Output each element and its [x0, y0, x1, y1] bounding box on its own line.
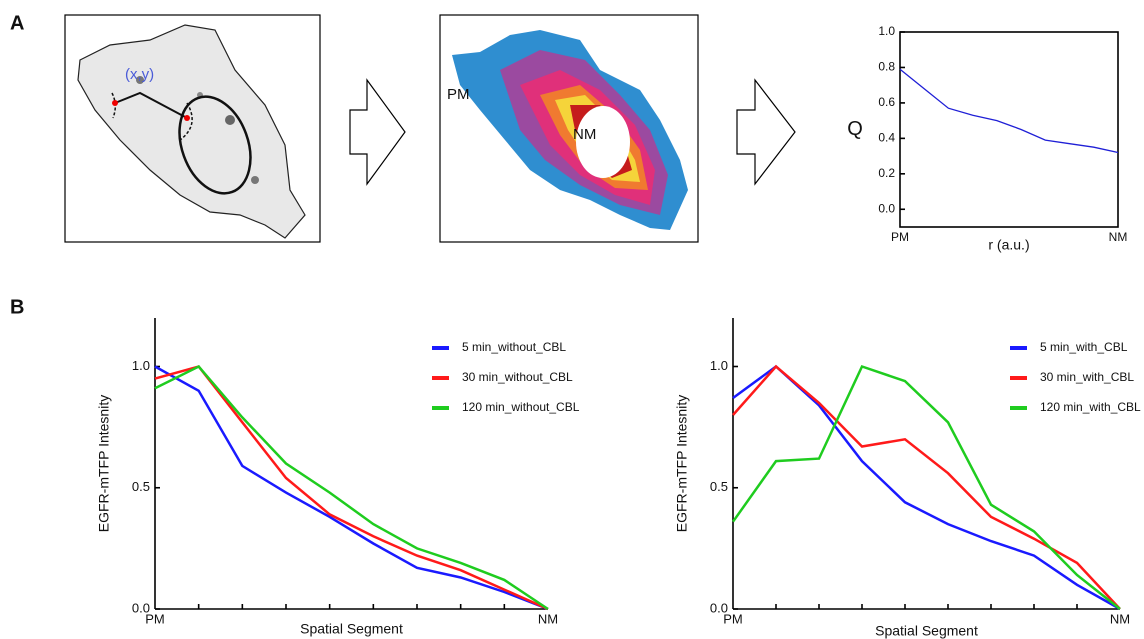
segmented-image: PM NM — [439, 14, 699, 243]
legend-label: 30 min_without_CBL — [462, 370, 573, 384]
x-tick-label: NM — [1110, 611, 1130, 626]
y-axis-label: EGFR-mTFP Intesnity — [674, 395, 690, 532]
y-tick-label: 1.0 — [710, 358, 728, 373]
legend-label: 5 min_without_CBL — [462, 340, 566, 354]
y-tick-label: 0.4 — [878, 131, 895, 145]
x-tick-label: PM — [145, 611, 165, 626]
cell-image: (x,y) — [64, 14, 321, 243]
legend-label: 120 min_with_CBL — [1040, 400, 1141, 414]
data-line — [154, 364, 549, 611]
x-axis-label: Spatial Segment — [300, 621, 403, 637]
arrow — [349, 78, 406, 186]
x-axis-label: r (a.u.) — [988, 237, 1029, 253]
y-tick-label: 0.6 — [878, 95, 895, 109]
x-tick-label: PM — [723, 611, 743, 626]
data-line — [899, 68, 1119, 154]
x-tick-label: PM — [891, 230, 909, 244]
data-line — [732, 364, 1121, 610]
y-tick-label: 0.2 — [878, 166, 895, 180]
x-tick-label: NM — [538, 611, 558, 626]
y-tick-label: 0.0 — [878, 201, 895, 215]
image-label: PM — [447, 86, 470, 103]
y-axis-label: EGFR-mTFP Intesnity — [96, 395, 112, 532]
panel-label: B — [10, 296, 24, 318]
y-tick-label: 1.0 — [132, 358, 150, 373]
data-line — [154, 365, 549, 611]
legend-label: 5 min_with_CBL — [1040, 340, 1128, 354]
x-axis-label: Spatial Segment — [875, 623, 978, 639]
plot-frame — [899, 31, 1119, 228]
y-tick-label: 0.0 — [132, 600, 150, 615]
legend-label: 30 min_with_CBL — [1040, 370, 1134, 384]
x-tick-label: NM — [1109, 230, 1128, 244]
data-line — [154, 365, 549, 611]
data-line — [731, 364, 1121, 610]
y-tick-label: 1.0 — [878, 24, 895, 38]
y-axis-label: Q — [847, 118, 863, 140]
y-tick-label: 0.8 — [878, 60, 895, 74]
image-label: (x,y) — [125, 66, 154, 83]
image-label: NM — [573, 126, 596, 143]
y-tick-label: 0.0 — [710, 600, 728, 615]
y-tick-label: 0.5 — [132, 479, 150, 494]
y-tick-label: 0.5 — [710, 479, 728, 494]
legend-label: 120 min_without_CBL — [462, 400, 580, 414]
panel-label: A — [10, 12, 24, 34]
arrow — [736, 78, 796, 186]
